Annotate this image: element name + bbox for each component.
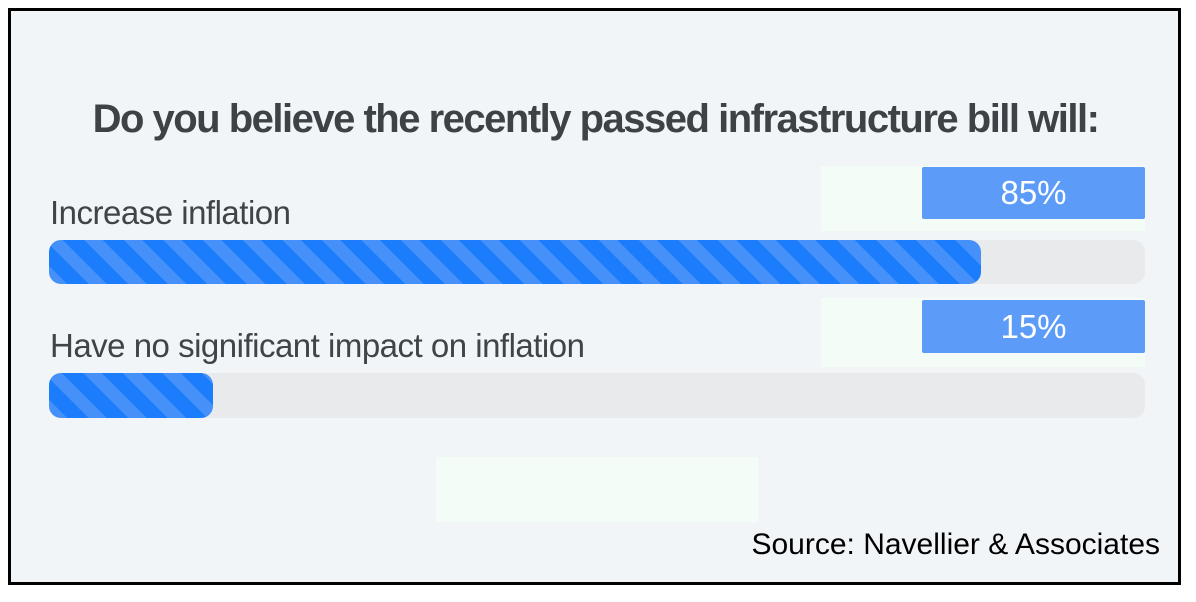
value-badge: 15% xyxy=(922,300,1145,353)
bar-track xyxy=(49,240,1145,284)
source-caption: Source: Navellier & Associates xyxy=(751,528,1160,561)
bar-fill xyxy=(49,373,214,418)
value-badge: 85% xyxy=(922,167,1145,219)
bar-label: Increase inflation xyxy=(50,194,291,231)
bar-track xyxy=(49,373,1145,418)
highlight-patch xyxy=(436,457,758,522)
chart-title: Do you believe the recently passed infra… xyxy=(92,97,1100,141)
bar-label: Have no significant impact on inflation xyxy=(50,327,585,364)
bar-fill xyxy=(49,240,981,284)
